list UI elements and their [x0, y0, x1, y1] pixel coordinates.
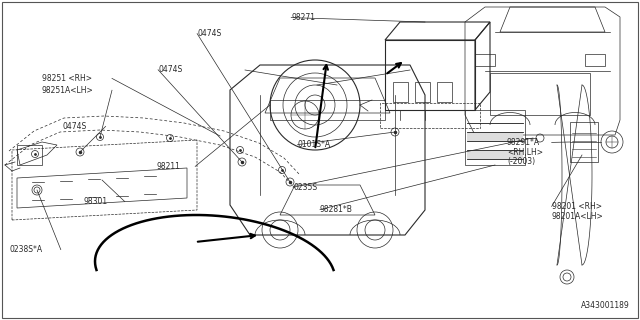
Bar — [467, 151, 523, 159]
Text: 98281*B: 98281*B — [320, 205, 353, 214]
Bar — [475, 54, 495, 66]
Text: 98291*A: 98291*A — [507, 138, 540, 147]
Text: 0101S*A: 0101S*A — [298, 140, 331, 149]
Text: 98251 <RH>: 98251 <RH> — [42, 74, 92, 83]
Text: 0238S*A: 0238S*A — [10, 245, 43, 254]
Bar — [17, 145, 42, 165]
Text: 98301: 98301 — [83, 197, 108, 206]
Bar — [465, 110, 525, 165]
Text: 98251A<LH>: 98251A<LH> — [42, 86, 93, 95]
Bar — [380, 103, 480, 128]
Bar — [270, 100, 385, 120]
Text: 0474S: 0474S — [158, 65, 182, 74]
Text: (-2003): (-2003) — [507, 157, 535, 166]
Text: 0235S: 0235S — [293, 183, 317, 192]
Bar — [490, 73, 590, 115]
Text: 98271: 98271 — [291, 13, 315, 22]
Text: 98201 <RH>: 98201 <RH> — [552, 202, 602, 211]
Text: 0474S: 0474S — [63, 122, 87, 131]
Text: A343001189: A343001189 — [581, 301, 630, 310]
Bar — [415, 82, 430, 102]
Text: 98211: 98211 — [157, 162, 180, 171]
Text: <RH,LH>: <RH,LH> — [507, 148, 543, 156]
Bar — [570, 122, 598, 162]
Bar — [393, 82, 408, 102]
Text: 98201A<LH>: 98201A<LH> — [552, 212, 604, 221]
Bar — [467, 133, 523, 141]
Bar — [385, 40, 475, 110]
Text: 0474S: 0474S — [197, 29, 221, 38]
Bar — [585, 54, 605, 66]
Bar — [437, 82, 452, 102]
